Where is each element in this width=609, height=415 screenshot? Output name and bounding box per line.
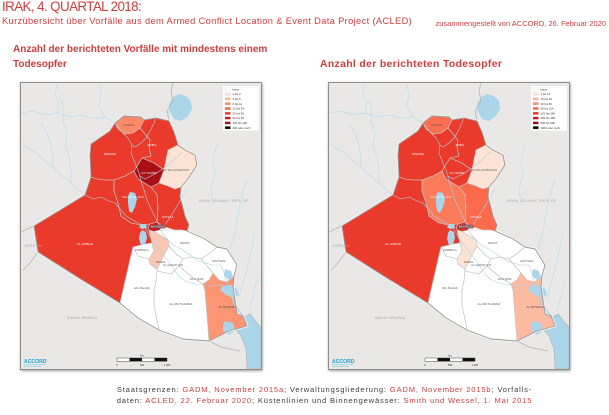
svg-text:1 bis 14: 1 bis 14 [541,92,551,96]
svg-text:AT-TA’MIM: AT-TA’MIM [141,171,157,175]
svg-text:25 bis 49: 25 bis 49 [233,111,245,115]
svg-text:IRAN, ISLAMIC REP. OF: IRAN, ISLAMIC REP. OF [507,198,557,203]
svg-text:JORDAN: JORDAN [332,243,350,248]
svg-text:MAYSAN: MAYSAN [520,259,533,263]
svg-text:NINAWA: NINAWA [104,152,117,156]
svg-text:12 bis 24: 12 bis 24 [233,107,245,111]
svg-text:SALAH AL-DIN: SALAH AL-DIN [430,195,451,199]
svg-text:AT-TA’MIM: AT-TA’MIM [449,171,465,175]
svg-text:125 bis 249: 125 bis 249 [541,111,556,115]
svg-text:ACCORD: ACCORD [24,359,47,365]
svg-text:15 bis 29: 15 bis 29 [541,97,553,101]
svg-text:AL-MUTHANNA: AL-MUTHANNA [169,302,192,306]
svg-text:0: 0 [116,363,118,367]
svg-text:AS-SULAYMANIYAH: AS-SULAYMANIYAH [163,169,189,172]
svg-text:DHI QAR: DHI QAR [190,277,203,281]
svg-text:WASIT: WASIT [180,241,190,245]
svg-text:6 bis 11: 6 bis 11 [233,102,243,106]
svg-text:DIYALA: DIYALA [162,215,173,219]
svg-text:www.ecoi.net/accord: www.ecoi.net/accord [332,365,348,368]
svg-text:500 bis 999: 500 bis 999 [541,121,556,125]
svg-text:DAHUK: DAHUK [123,123,134,127]
svg-text:DAHUK: DAHUK [431,123,442,127]
svg-text:100 bis 199: 100 bis 199 [233,121,248,125]
svg-text:NINAWA: NINAWA [412,152,425,156]
svg-text:BAGHDAD: BAGHDAD [459,225,473,229]
svg-text:MAYSAN: MAYSAN [212,259,225,263]
svg-text:AL-BASRAH: AL-BASRAH [526,305,543,309]
svg-text:WASIT: WASIT [488,241,498,245]
svg-text:BAGHDAD: BAGHDAD [151,225,165,229]
svg-text:1000 oder mehr: 1000 oder mehr [541,126,561,130]
svg-text:1 000: 1 000 [472,363,479,367]
svg-text:AL-BASRAH: AL-BASRAH [218,305,235,309]
svg-text:3 bis 5: 3 bis 5 [233,97,242,101]
svg-text:1 bis 2: 1 bis 2 [233,92,242,96]
svg-text:ARBIL: ARBIL [147,143,157,147]
svg-text:AL-QADISIYAH: AL-QADISIYAH [471,264,491,267]
svg-text:SAUDI ARABIA: SAUDI ARABIA [375,315,406,320]
svg-text:JORDAN: JORDAN [24,243,42,248]
svg-text:DIYALA: DIYALA [470,215,481,219]
svg-text:50 bis 99: 50 bis 99 [233,116,245,120]
svg-text:AL-MUTHANNA: AL-MUTHANNA [477,302,500,306]
svg-text:500: 500 [448,363,453,367]
svg-text:SAUDI ARABIA: SAUDI ARABIA [67,315,98,320]
svg-text:IRAN, ISLAMIC REP. OF: IRAN, ISLAMIC REP. OF [199,198,249,203]
svg-text:AN-NAJAF: AN-NAJAF [442,286,458,290]
svg-text:AL-ANBAR: AL-ANBAR [385,242,401,246]
svg-text:km: km [448,354,451,358]
svg-text:ARBIL: ARBIL [455,143,465,147]
svg-text:AL-QADISIYAH: AL-QADISIYAH [163,264,183,267]
svg-text:DHI QAR: DHI QAR [498,277,511,281]
svg-text:KARBALA: KARBALA [443,248,457,252]
svg-text:60 bis 124: 60 bis 124 [541,107,554,111]
svg-text:www.ecoi.net/accord: www.ecoi.net/accord [24,365,40,368]
svg-text:keine: keine [233,87,240,91]
svg-text:1 000: 1 000 [164,363,171,367]
svg-text:KARBALA: KARBALA [135,248,149,252]
svg-text:SALAH AL-DIN: SALAH AL-DIN [122,195,143,199]
svg-text:ACCORD: ACCORD [332,359,355,365]
svg-text:km: km [140,354,143,358]
svg-text:AN-NAJAF: AN-NAJAF [134,286,150,290]
svg-text:BABIL: BABIL [464,260,473,264]
svg-text:250 bis 499: 250 bis 499 [541,116,556,120]
svg-text:30 bis 59: 30 bis 59 [541,102,553,106]
svg-text:500: 500 [140,363,145,367]
svg-text:keine: keine [541,87,548,91]
svg-text:0: 0 [424,363,426,367]
svg-text:AL-ANBAR: AL-ANBAR [77,242,93,246]
svg-text:AS-SULAYMANIYAH: AS-SULAYMANIYAH [471,169,497,172]
svg-text:200 oder mehr: 200 oder mehr [233,126,251,130]
svg-text:BABIL: BABIL [156,260,165,264]
